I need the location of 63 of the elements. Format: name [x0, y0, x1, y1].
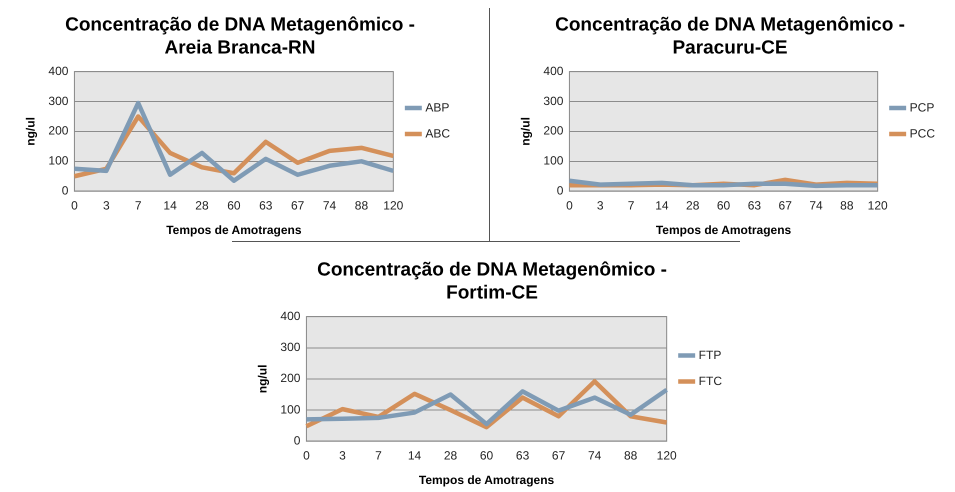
y-tick-label: 300 — [280, 340, 301, 354]
x-tick-label: 74 — [809, 198, 824, 213]
y-axis-title: ng/ul — [518, 117, 533, 146]
x-axis-title: Tempos de Amotragens — [418, 473, 555, 488]
legend-label: PCP — [910, 100, 934, 114]
x-tick-label: 7 — [134, 198, 142, 213]
y-tick-label: 300 — [543, 94, 564, 108]
x-tick-label: 0 — [303, 448, 310, 463]
x-tick-label: 88 — [840, 198, 854, 213]
legend-label: ABC — [425, 126, 450, 140]
x-tick-label: 28 — [686, 198, 700, 213]
y-tick-label: 100 — [280, 402, 301, 416]
x-tick-label: 0 — [71, 198, 78, 213]
x-tick-label: 7 — [628, 198, 635, 213]
x-tick-label: 63 — [748, 198, 762, 213]
y-tick-label: 200 — [543, 124, 564, 138]
x-tick-label: 63 — [259, 198, 273, 213]
x-tick-label: 7 — [375, 448, 382, 463]
x-tick-label: 14 — [408, 448, 422, 463]
x-tick-label: 74 — [588, 448, 602, 463]
y-axis-title: ng/ul — [256, 364, 270, 394]
chart-title: Concentração de DNA Metagenômico - Fortim-CE — [317, 260, 667, 304]
chart-title: Concentração de DNA Metagenômico - Areia Branca-RN — [65, 14, 415, 58]
x-tick-label: 3 — [339, 448, 346, 463]
y-tick-label: 100 — [543, 154, 564, 168]
y-tick-label: 300 — [48, 94, 69, 108]
y-axis-title: ng/ul — [24, 117, 38, 146]
y-tick-label: 0 — [294, 434, 301, 448]
x-tick-label: 120 — [868, 198, 888, 213]
y-tick-label: 200 — [48, 124, 69, 138]
x-tick-label: 3 — [102, 198, 110, 213]
x-tick-label: 74 — [322, 198, 337, 213]
legend-label: FTC — [698, 374, 722, 388]
legend-label: PCC — [910, 126, 936, 140]
y-tick-label: 200 — [280, 371, 301, 386]
y-tick-label: 0 — [556, 184, 564, 198]
x-tick-label: 63 — [516, 448, 530, 463]
x-tick-label: 3 — [596, 198, 604, 213]
x-tick-label: 67 — [778, 198, 792, 213]
x-tick-label: 67 — [290, 198, 305, 213]
y-tick-label: 400 — [543, 64, 564, 78]
legend-label: ABP — [425, 100, 450, 114]
legend-label: FTP — [698, 348, 722, 362]
x-tick-label: 60 — [227, 198, 241, 213]
y-tick-label: 400 — [280, 308, 301, 323]
x-axis-title: Tempos de Amotragens — [166, 223, 302, 238]
x-tick-label: 14 — [655, 198, 669, 213]
x-tick-label: 88 — [624, 448, 638, 463]
y-tick-label: 400 — [48, 64, 69, 78]
x-tick-label: 88 — [354, 198, 368, 213]
x-tick-label: 120 — [383, 198, 404, 213]
x-tick-label: 60 — [480, 448, 494, 463]
y-tick-label: 100 — [48, 154, 69, 168]
x-tick-label: 120 — [656, 448, 678, 463]
x-tick-label: 14 — [163, 198, 178, 213]
x-tick-label: 28 — [444, 448, 458, 463]
x-tick-label: 67 — [552, 448, 566, 463]
chart-title: Concentração de DNA Metagenômico - Paracuru-CE — [555, 14, 905, 58]
y-tick-label: 0 — [62, 184, 69, 198]
x-tick-label: 0 — [566, 198, 574, 213]
x-tick-label: 28 — [195, 198, 209, 213]
x-axis-title: Tempos de Amotragens — [656, 223, 792, 238]
x-tick-label: 60 — [716, 198, 731, 213]
